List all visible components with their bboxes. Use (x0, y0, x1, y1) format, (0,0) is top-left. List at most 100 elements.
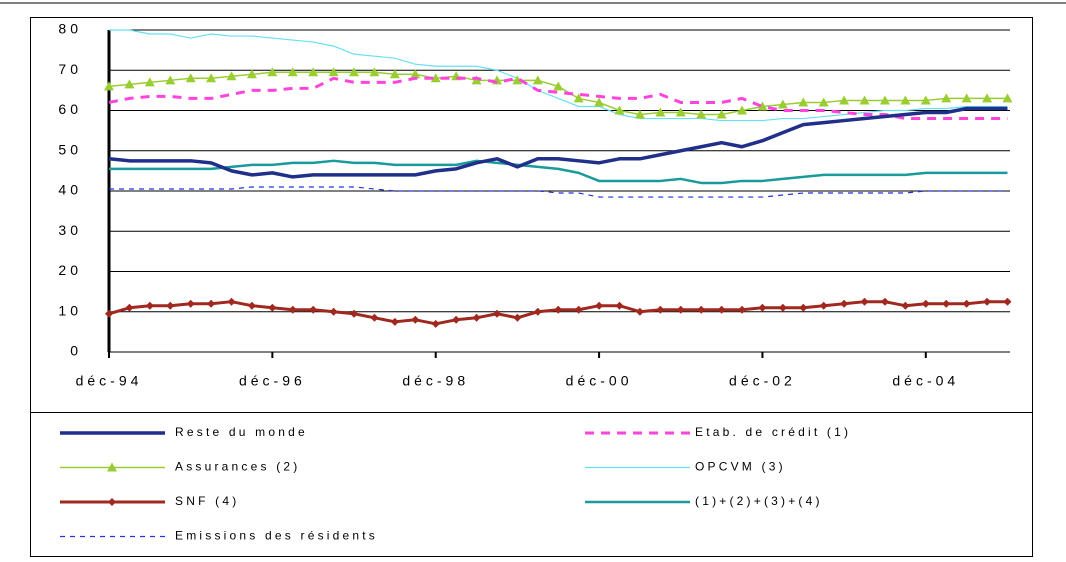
series-marker (165, 75, 176, 85)
x-tick-label: déc-96 (239, 373, 306, 389)
series-marker (431, 319, 440, 328)
series-marker (860, 297, 869, 306)
series-marker (124, 79, 135, 89)
legend-label: OPCVM (3) (695, 460, 786, 474)
series-marker (513, 313, 522, 322)
series-marker (512, 75, 523, 85)
series-marker (777, 99, 788, 109)
y-tick-label: 50 (58, 141, 82, 157)
series-marker (267, 67, 278, 77)
series-marker (105, 309, 113, 318)
series-marker (329, 307, 338, 316)
series-marker (635, 307, 644, 316)
series-marker (799, 303, 808, 312)
y-tick-label: 30 (58, 222, 82, 238)
series-marker (920, 95, 931, 105)
series-marker (615, 301, 624, 310)
series-marker (982, 93, 993, 103)
series-marker (125, 303, 134, 312)
series-marker (287, 67, 298, 77)
series-marker (268, 303, 277, 312)
series-marker (185, 73, 196, 83)
series-marker (941, 93, 952, 103)
y-tick-label: 80 (58, 21, 82, 37)
x-tick-label: déc-98 (402, 373, 469, 389)
series-marker (901, 301, 910, 310)
series-marker (717, 305, 726, 314)
legend-marker (107, 462, 117, 472)
series-marker (389, 69, 400, 79)
legend-label: SNF (4) (175, 494, 239, 508)
series-marker (675, 107, 686, 117)
legend-label: Etab. de crédit (1) (695, 425, 851, 439)
series-marker (634, 109, 645, 119)
y-tick-label: 0 (70, 343, 82, 359)
series-marker (308, 67, 319, 77)
series-marker (737, 105, 748, 115)
series-marker (697, 305, 706, 314)
series-marker (533, 307, 542, 316)
series-marker (247, 301, 256, 310)
series-marker (246, 69, 257, 79)
series-marker (411, 315, 420, 324)
series-marker (472, 313, 481, 322)
series-marker (207, 299, 216, 308)
series-marker (369, 67, 380, 77)
series-marker (676, 305, 685, 314)
series-marker (594, 97, 605, 107)
series-marker (879, 95, 890, 105)
series-marker (227, 297, 236, 306)
series-marker (144, 77, 155, 87)
series-marker (655, 107, 666, 117)
series-marker (840, 299, 849, 308)
series-marker (390, 317, 399, 326)
series-marker (145, 301, 154, 310)
series-marker (962, 299, 971, 308)
series-line (108, 106, 1008, 179)
series-marker (656, 305, 665, 314)
legend-label: Reste du monde (175, 425, 308, 439)
series-marker (349, 67, 360, 77)
series-marker (880, 297, 889, 306)
x-tick-label: déc-94 (76, 373, 143, 389)
series-marker (1002, 93, 1013, 103)
x-tick-label: déc-02 (729, 373, 796, 389)
series-line (109, 159, 1008, 185)
series-marker (553, 81, 564, 91)
series-line (109, 29, 1008, 122)
x-tick-label: déc-00 (566, 373, 633, 389)
series-marker (573, 93, 584, 103)
series-marker (186, 299, 195, 308)
series-marker (430, 73, 441, 83)
series-marker (1003, 297, 1012, 306)
legend-label: Assurances (2) (175, 460, 301, 474)
series-marker (757, 101, 768, 111)
series-line (108, 76, 1008, 121)
series-marker (206, 73, 217, 83)
y-tick-label: 40 (58, 182, 82, 198)
series-marker (818, 97, 829, 107)
y-tick-label: 20 (58, 262, 82, 278)
series-marker (350, 309, 359, 318)
series-marker (614, 105, 625, 115)
series-marker (328, 67, 339, 77)
y-tick-label: 70 (58, 61, 82, 77)
series-marker (819, 301, 828, 310)
series-marker (900, 95, 911, 105)
series-marker (961, 93, 972, 103)
series-marker (921, 299, 930, 308)
series-marker (839, 95, 850, 105)
series-marker (452, 315, 461, 324)
series-marker (309, 305, 318, 314)
series-marker (758, 303, 767, 312)
series-marker (738, 305, 747, 314)
series-marker (166, 301, 175, 310)
y-tick-label: 10 (58, 302, 82, 318)
legend-label: (1)+(2)+(3)+(4) (695, 494, 823, 508)
y-tick-label: 60 (58, 101, 82, 117)
series-marker (410, 69, 421, 79)
series-marker (595, 301, 604, 310)
legend-label: Emissions des résidents (175, 529, 378, 543)
series-marker (574, 305, 583, 314)
